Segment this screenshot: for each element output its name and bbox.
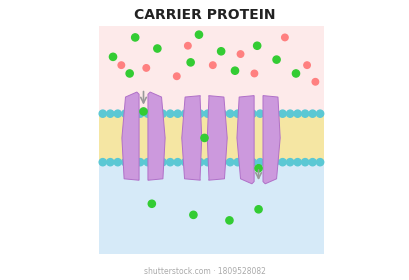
FancyBboxPatch shape: [99, 26, 324, 114]
Circle shape: [121, 158, 129, 166]
Circle shape: [272, 110, 279, 117]
Circle shape: [132, 34, 139, 41]
Circle shape: [264, 110, 271, 117]
Circle shape: [174, 158, 181, 166]
Circle shape: [197, 110, 204, 117]
Circle shape: [204, 110, 211, 117]
Circle shape: [166, 158, 174, 166]
Circle shape: [204, 158, 211, 166]
Circle shape: [234, 110, 241, 117]
Circle shape: [201, 134, 208, 141]
Circle shape: [159, 110, 166, 117]
Circle shape: [256, 110, 264, 117]
Circle shape: [114, 110, 121, 117]
Circle shape: [294, 158, 301, 166]
Circle shape: [110, 53, 117, 60]
Circle shape: [256, 158, 264, 166]
Circle shape: [287, 158, 294, 166]
Circle shape: [196, 31, 202, 38]
Circle shape: [129, 110, 136, 117]
Circle shape: [152, 110, 159, 117]
Text: CARRIER PROTEIN: CARRIER PROTEIN: [134, 8, 275, 22]
Circle shape: [294, 110, 301, 117]
Circle shape: [211, 110, 219, 117]
Circle shape: [255, 206, 262, 213]
Circle shape: [129, 158, 136, 166]
Circle shape: [159, 158, 166, 166]
Circle shape: [190, 211, 197, 218]
Text: shutterstock.com · 1809528082: shutterstock.com · 1809528082: [144, 267, 265, 276]
Circle shape: [126, 70, 133, 77]
Circle shape: [279, 110, 286, 117]
Circle shape: [211, 158, 219, 166]
Circle shape: [187, 59, 194, 66]
PathPatch shape: [237, 96, 254, 184]
Circle shape: [114, 158, 121, 166]
Circle shape: [99, 110, 106, 117]
Circle shape: [137, 158, 144, 166]
Circle shape: [140, 108, 147, 115]
Circle shape: [227, 158, 234, 166]
Circle shape: [107, 158, 114, 166]
PathPatch shape: [263, 96, 280, 184]
Circle shape: [189, 158, 196, 166]
Circle shape: [182, 158, 189, 166]
Circle shape: [218, 48, 225, 55]
Circle shape: [264, 158, 271, 166]
Circle shape: [301, 158, 309, 166]
Circle shape: [148, 200, 155, 207]
Circle shape: [219, 158, 226, 166]
Circle shape: [154, 45, 161, 52]
Circle shape: [209, 62, 216, 68]
PathPatch shape: [122, 92, 139, 180]
Circle shape: [219, 110, 226, 117]
Circle shape: [279, 158, 286, 166]
Circle shape: [226, 217, 233, 224]
Circle shape: [174, 110, 181, 117]
Circle shape: [184, 43, 191, 49]
Circle shape: [237, 51, 244, 57]
Circle shape: [242, 158, 249, 166]
Circle shape: [231, 67, 238, 74]
Circle shape: [121, 110, 129, 117]
Circle shape: [282, 34, 288, 41]
Circle shape: [242, 110, 249, 117]
Circle shape: [249, 158, 256, 166]
Circle shape: [144, 158, 151, 166]
Circle shape: [166, 110, 174, 117]
Circle shape: [144, 110, 151, 117]
Circle shape: [118, 62, 125, 68]
Circle shape: [251, 70, 258, 77]
PathPatch shape: [148, 92, 165, 180]
FancyBboxPatch shape: [99, 114, 324, 162]
Circle shape: [309, 110, 316, 117]
Circle shape: [309, 158, 316, 166]
Circle shape: [197, 158, 204, 166]
Circle shape: [234, 158, 241, 166]
Circle shape: [254, 42, 261, 49]
Circle shape: [304, 62, 310, 68]
Circle shape: [287, 110, 294, 117]
Circle shape: [137, 110, 144, 117]
Circle shape: [292, 70, 299, 77]
Circle shape: [227, 110, 234, 117]
Circle shape: [273, 56, 280, 63]
Circle shape: [143, 65, 150, 71]
Circle shape: [99, 158, 106, 166]
Circle shape: [249, 110, 256, 117]
Circle shape: [107, 110, 114, 117]
Circle shape: [152, 158, 159, 166]
Circle shape: [317, 158, 324, 166]
Circle shape: [317, 110, 324, 117]
Circle shape: [189, 110, 196, 117]
Circle shape: [312, 78, 319, 85]
PathPatch shape: [207, 96, 227, 180]
Circle shape: [182, 110, 189, 117]
Circle shape: [301, 110, 309, 117]
Circle shape: [272, 158, 279, 166]
FancyBboxPatch shape: [99, 162, 324, 254]
Circle shape: [255, 165, 262, 172]
PathPatch shape: [182, 96, 202, 180]
Circle shape: [173, 73, 180, 80]
